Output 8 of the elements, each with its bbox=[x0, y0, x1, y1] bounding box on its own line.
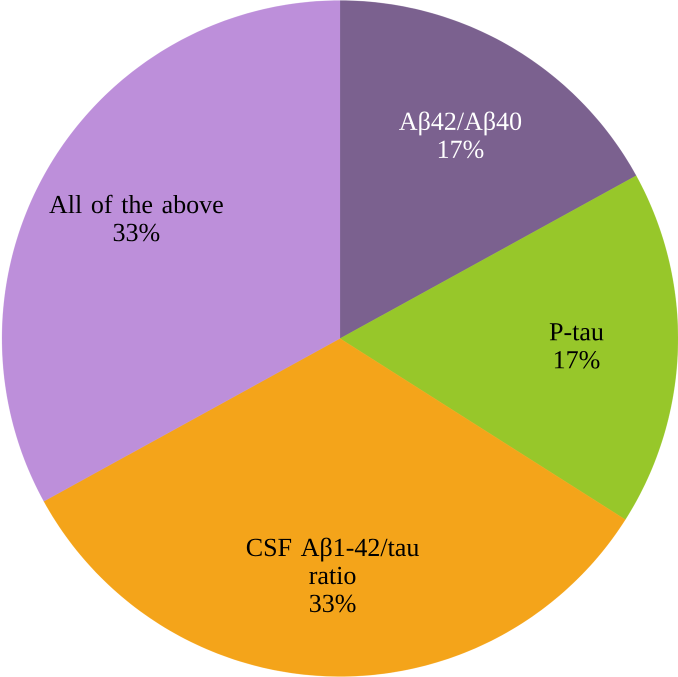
slice-label: All of the above bbox=[49, 194, 223, 214]
slice-label: P-tau bbox=[550, 323, 604, 341]
data-label: 33% bbox=[114, 224, 160, 242]
slice-label: Aβ42/Aβ40 bbox=[399, 112, 522, 136]
slice-label: CSF Aβ1-42/tau ratio bbox=[246, 538, 419, 584]
data-label: 33% bbox=[310, 594, 356, 612]
data-label: 17% bbox=[554, 350, 600, 369]
data-label: 17% bbox=[438, 140, 484, 158]
